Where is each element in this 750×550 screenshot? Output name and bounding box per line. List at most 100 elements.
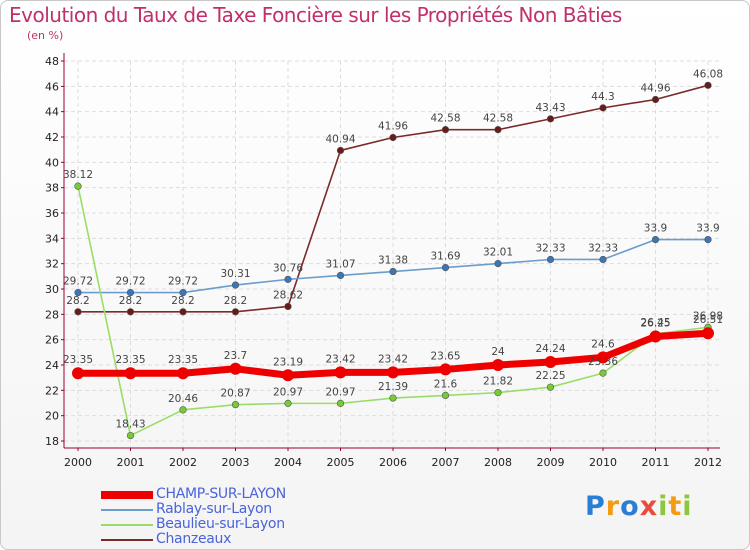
- data-label-champ-sur-layon: 24.24: [535, 343, 565, 355]
- data-label-champ-sur-layon: 23.42: [325, 353, 355, 365]
- data-label-chanzeaux: 44.96: [640, 83, 670, 95]
- data-point-rablay-sur-layon: [231, 281, 240, 289]
- data-label-beaulieu-sur-layon: 26.98: [693, 310, 723, 322]
- data-label-champ-sur-layon: 23.35: [115, 354, 145, 366]
- y-tick-label: 28: [45, 308, 59, 321]
- data-label-rablay-sur-layon: 33.9: [644, 223, 667, 235]
- data-point-chanzeaux: [599, 104, 607, 112]
- data-point-beaulieu-sur-layon: [179, 406, 187, 414]
- data-point-champ-sur-layon: [334, 366, 347, 379]
- logo-letter: r: [605, 491, 621, 522]
- data-label-rablay-sur-layon: 29.72: [115, 276, 145, 288]
- y-tick-label: 30: [45, 283, 59, 296]
- legend-label: CHAMP-SUR-LAYON: [156, 486, 286, 502]
- logo-letter: t: [668, 491, 683, 522]
- data-point-chanzeaux: [126, 308, 135, 316]
- x-tick-label: 2003: [222, 456, 250, 469]
- data-label-beaulieu-sur-layon: 21.39: [378, 381, 408, 393]
- legend-label: Rablay-sur-Layon: [156, 501, 272, 517]
- data-label-champ-sur-layon: 26.25: [640, 318, 670, 330]
- data-point-champ-sur-layon: [229, 362, 242, 375]
- data-point-champ-sur-layon: [387, 366, 399, 379]
- data-point-champ-sur-layon: [492, 359, 504, 371]
- legend: CHAMP-SUR-LAYON Rablay-sur-Layon Beaulieu-…: [101, 486, 361, 547]
- data-label-champ-sur-layon: 23.7: [224, 350, 247, 362]
- data-point-beaulieu-sur-layon: [494, 389, 502, 397]
- y-tick-label: 38: [45, 182, 59, 195]
- data-point-champ-sur-layon: [177, 367, 189, 380]
- data-label-beaulieu-sur-layon: 20.97: [325, 386, 355, 398]
- data-label-rablay-sur-layon: 32.33: [588, 242, 618, 254]
- data-label-beaulieu-sur-layon: 38.12: [63, 169, 93, 181]
- data-label-chanzeaux: 28.62: [273, 289, 303, 301]
- y-tick-label: 42: [45, 131, 59, 144]
- y-tick-label: 46: [45, 80, 59, 93]
- legend-label: Beaulieu-sur-Layon: [156, 516, 285, 532]
- data-point-rablay-sur-layon: [389, 267, 397, 276]
- x-tick-label: 2006: [379, 456, 407, 469]
- chart-title: Evolution du Taux de Taxe Foncière sur l…: [9, 3, 622, 27]
- data-label-rablay-sur-layon: 31.07: [325, 258, 355, 270]
- data-label-chanzeaux: 43.43: [535, 102, 565, 114]
- data-point-champ-sur-layon: [702, 327, 714, 340]
- data-label-chanzeaux: 42.58: [430, 113, 460, 125]
- x-tick-label: 2002: [169, 456, 197, 469]
- data-point-beaulieu-sur-layon: [599, 369, 607, 377]
- data-label-rablay-sur-layon: 33.9: [696, 223, 719, 235]
- x-tick-label: 2004: [274, 456, 302, 469]
- data-point-champ-sur-layon: [124, 367, 137, 380]
- data-label-champ-sur-layon: 26.51: [693, 314, 723, 326]
- legend-swatch: [101, 491, 153, 499]
- x-tick-label: 2001: [117, 456, 145, 469]
- data-point-rablay-sur-layon: [179, 288, 187, 297]
- data-point-chanzeaux: [336, 146, 345, 155]
- x-tick-label: 2011: [642, 456, 670, 469]
- data-label-chanzeaux: 46.08: [693, 68, 723, 80]
- chart-subtitle: (en %): [27, 29, 64, 42]
- data-label-chanzeaux: 44.3: [591, 91, 614, 103]
- x-tick-label: 2010: [589, 456, 617, 469]
- data-label-layer: 28.2 28.2 28.2 28.2 28.62 40.94 41.96 42.58 42.5…: [63, 68, 723, 430]
- data-label-chanzeaux: 41.96: [378, 121, 408, 133]
- data-label-champ-sur-layon: 23.19: [273, 356, 303, 368]
- y-tick-label: 36: [45, 207, 59, 220]
- data-point-rablay-sur-layon: [126, 288, 135, 297]
- data-point-champ-sur-layon: [544, 355, 557, 368]
- data-point-rablay-sur-layon: [704, 236, 712, 244]
- proxiti-logo: Proxiti: [585, 491, 693, 522]
- axis-layer: 18 20 22 24 26 28 30 32 34 36 38 40 42 44 46 48 2000 2001…: [45, 53, 722, 469]
- data-label-chanzeaux: 28.2: [224, 295, 247, 307]
- grid-layer: [64, 60, 720, 448]
- legend-swatch: [101, 509, 153, 511]
- data-label-rablay-sur-layon: 30.31: [220, 268, 250, 280]
- legend-label: Chanzeaux: [156, 531, 232, 547]
- data-label-chanzeaux: 28.2: [66, 295, 89, 307]
- data-label-champ-sur-layon: 23.35: [63, 354, 93, 366]
- legend-item: CHAMP-SUR-LAYON: [101, 486, 361, 502]
- y-tick-label: 26: [45, 334, 59, 347]
- data-label-rablay-sur-layon: 29.72: [168, 276, 198, 288]
- x-tick-label: 2012: [694, 456, 722, 469]
- logo-letter: i: [658, 491, 669, 522]
- logo-letter: i: [682, 491, 693, 522]
- data-point-champ-sur-layon: [439, 363, 452, 376]
- y-tick-label: 44: [45, 106, 59, 119]
- data-label-rablay-sur-layon: 32.33: [535, 242, 565, 254]
- data-label-champ-sur-layon: 24.6: [591, 338, 615, 350]
- data-label-beaulieu-sur-layon: 20.97: [273, 386, 303, 398]
- y-tick-label: 18: [45, 435, 59, 448]
- legend-swatch: [101, 524, 153, 526]
- data-label-rablay-sur-layon: 31.69: [430, 251, 460, 263]
- data-point-chanzeaux: [389, 133, 397, 142]
- data-point-chanzeaux: [546, 115, 555, 123]
- data-point-rablay-sur-layon: [441, 263, 450, 272]
- x-tick-label: 2007: [432, 456, 460, 469]
- data-point-chanzeaux: [704, 81, 712, 89]
- logo-letter: P: [585, 491, 606, 522]
- legend-item: Beaulieu-sur-Layon: [101, 516, 361, 532]
- data-point-rablay-sur-layon: [599, 255, 607, 264]
- y-tick-label: 34: [45, 232, 59, 245]
- data-point-beaulieu-sur-layon: [284, 399, 292, 407]
